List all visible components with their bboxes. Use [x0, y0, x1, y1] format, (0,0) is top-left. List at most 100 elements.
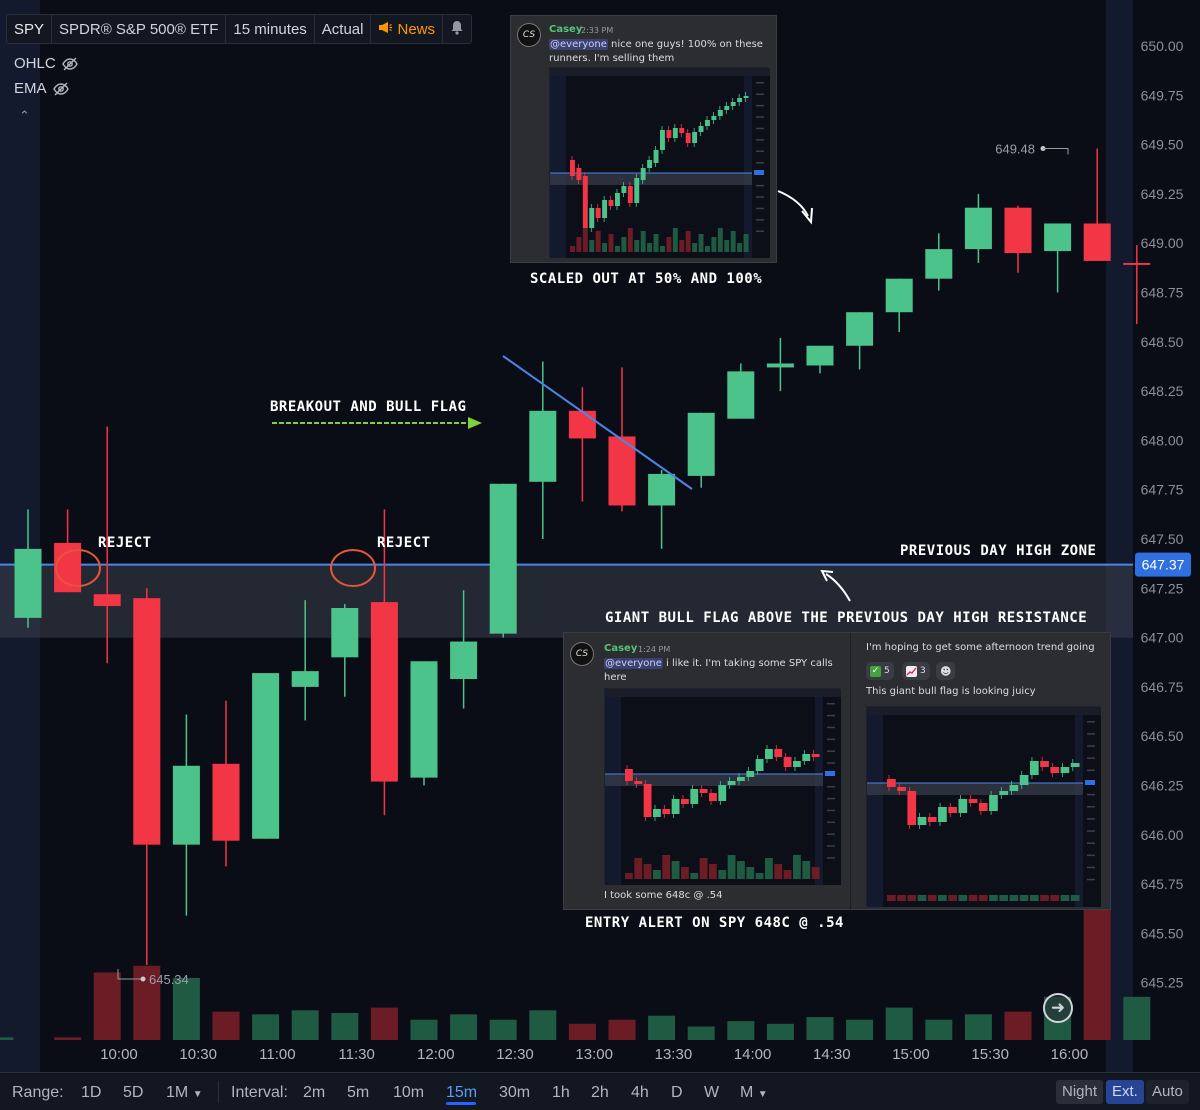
news-button[interactable]: News: [371, 15, 443, 43]
reaction-add[interactable]: ☻: [936, 662, 956, 680]
price-tick-label: 650.00: [1141, 38, 1184, 54]
range-1d[interactable]: 1D: [81, 1084, 102, 1101]
mini-price-badge: [825, 771, 835, 776]
mini-volume-bar: [681, 867, 689, 879]
candle-body: [252, 673, 280, 839]
mini-volume-bar: [938, 895, 947, 901]
volume-bar: [489, 1019, 517, 1040]
interval-10m[interactable]: 10m: [393, 1084, 425, 1101]
candle-body: [766, 363, 794, 368]
reaction-check[interactable]: ✓ 5: [866, 662, 894, 680]
mini-axis-tick: [756, 104, 764, 107]
annotation-giant-flag: GIANT BULL FLAG ABOVE THE PREVIOUS DAY H…: [605, 610, 1088, 626]
candle: [1004, 205, 1032, 273]
mini-volume-bar: [917, 895, 927, 901]
candle-body: [133, 598, 161, 845]
mini-candle-body: [1060, 767, 1070, 773]
interval-30m[interactable]: 30m: [499, 1084, 531, 1101]
collapse-legend-icon[interactable]: ⌃: [19, 108, 30, 123]
current-price-badge: [1135, 552, 1191, 577]
price-mode[interactable]: Actual: [315, 15, 372, 43]
alert-button[interactable]: [443, 15, 471, 43]
mini-axis-tick: [827, 738, 835, 741]
session-auto-button[interactable]: Auto: [1146, 1080, 1189, 1104]
reject-circle: [330, 549, 376, 587]
candle: [1044, 223, 1072, 293]
eye-off-icon[interactable]: [52, 81, 69, 97]
arrow-right-icon: ➜: [1050, 998, 1066, 1017]
range-1m-label: 1M: [166, 1084, 189, 1101]
mini-candle-body: [755, 759, 764, 771]
mini-axis-tick: [827, 833, 835, 835]
mini-premarket-shade: [867, 715, 883, 907]
price-tick-label: 649.75: [1141, 87, 1184, 103]
interval-m[interactable]: M ▼: [740, 1084, 768, 1102]
interval-label[interactable]: 15 minutes: [226, 15, 315, 43]
divider: [218, 1081, 219, 1103]
candle-body: [529, 410, 557, 482]
mini-candle-body: [811, 754, 820, 757]
range-5d[interactable]: 5D: [123, 1084, 144, 1101]
symbol-ticker[interactable]: SPY: [7, 15, 53, 43]
mini-axis-tick: [1087, 757, 1095, 759]
mini-volume-bar: [724, 240, 730, 252]
interval-w[interactable]: W: [704, 1084, 720, 1101]
scroll-to-realtime-button[interactable]: ➜: [1043, 993, 1073, 1023]
message-text: @everyone i like it. I'm taking some SPY…: [604, 657, 844, 685]
mini-axis-tick: [756, 150, 764, 153]
interval-1h[interactable]: 1h: [552, 1084, 570, 1101]
mini-candle-body: [718, 785, 727, 801]
interval-15m[interactable]: 15m: [446, 1084, 478, 1101]
symbol-description[interactable]: SPDR® S&P 500® ETF: [52, 15, 227, 43]
mini-volume-bar: [653, 234, 659, 252]
mini-premarket-shade: [550, 76, 566, 258]
candle-body: [1083, 223, 1111, 261]
interval-d[interactable]: D: [671, 1084, 683, 1101]
mini-chart-bottom-left: [604, 688, 841, 885]
candle-body: [568, 410, 596, 439]
mini-volume-bar: [690, 873, 699, 879]
interval-2m[interactable]: 2m: [303, 1084, 326, 1101]
candle-body: [608, 436, 636, 506]
interval-4h[interactable]: 4h: [631, 1084, 649, 1101]
mini-premarket-shade: [605, 697, 621, 885]
session-ext-button[interactable]: Ext.: [1106, 1080, 1144, 1104]
mini-candle-body: [690, 789, 699, 804]
price-tick-label: 649.25: [1141, 186, 1184, 202]
range-1m[interactable]: 1M ▼: [166, 1084, 203, 1102]
time-tick-label: 10:00: [100, 1046, 138, 1063]
volume-bar: [172, 977, 200, 1040]
price-tick-label: 648.25: [1141, 383, 1184, 399]
time-tick-label: 15:30: [971, 1046, 1009, 1063]
volume-bar: [846, 1019, 874, 1040]
indicator-ohlc[interactable]: OHLC: [14, 55, 78, 72]
session-night-button[interactable]: Night: [1056, 1080, 1104, 1104]
candle: [370, 509, 398, 816]
eye-off-icon[interactable]: [61, 56, 78, 72]
interval-2h[interactable]: 2h: [591, 1084, 609, 1101]
mini-candle-body: [887, 779, 896, 787]
premarket-shade: [0, 0, 40, 1072]
volume-bar: [648, 1015, 676, 1040]
interval-5m[interactable]: 5m: [347, 1084, 370, 1101]
mini-volume-bar: [671, 861, 680, 879]
mini-axis-tick: [1087, 806, 1095, 808]
mini-price-badge: [754, 170, 764, 175]
indicator-ema[interactable]: EMA: [14, 80, 69, 97]
mini-candle-body: [968, 799, 978, 803]
mini-afterhours-shade: [744, 76, 752, 258]
reaction-chart[interactable]: 3: [902, 662, 930, 680]
mini-candle-body: [653, 150, 659, 163]
mini-candle-body: [793, 761, 801, 767]
mini-axis-tick: [1087, 878, 1095, 881]
volume-bar: [93, 972, 121, 1040]
volume-bar: [252, 1014, 280, 1040]
mini-candle-body: [615, 193, 620, 206]
mini-candle-body: [653, 809, 661, 817]
reaction-count: 5: [884, 666, 890, 676]
candle-body: [410, 661, 438, 778]
mini-candle-body: [595, 208, 601, 218]
mention: @everyone: [549, 39, 608, 50]
mini-volume-bar: [709, 864, 717, 879]
mini-candle-body: [989, 795, 998, 811]
